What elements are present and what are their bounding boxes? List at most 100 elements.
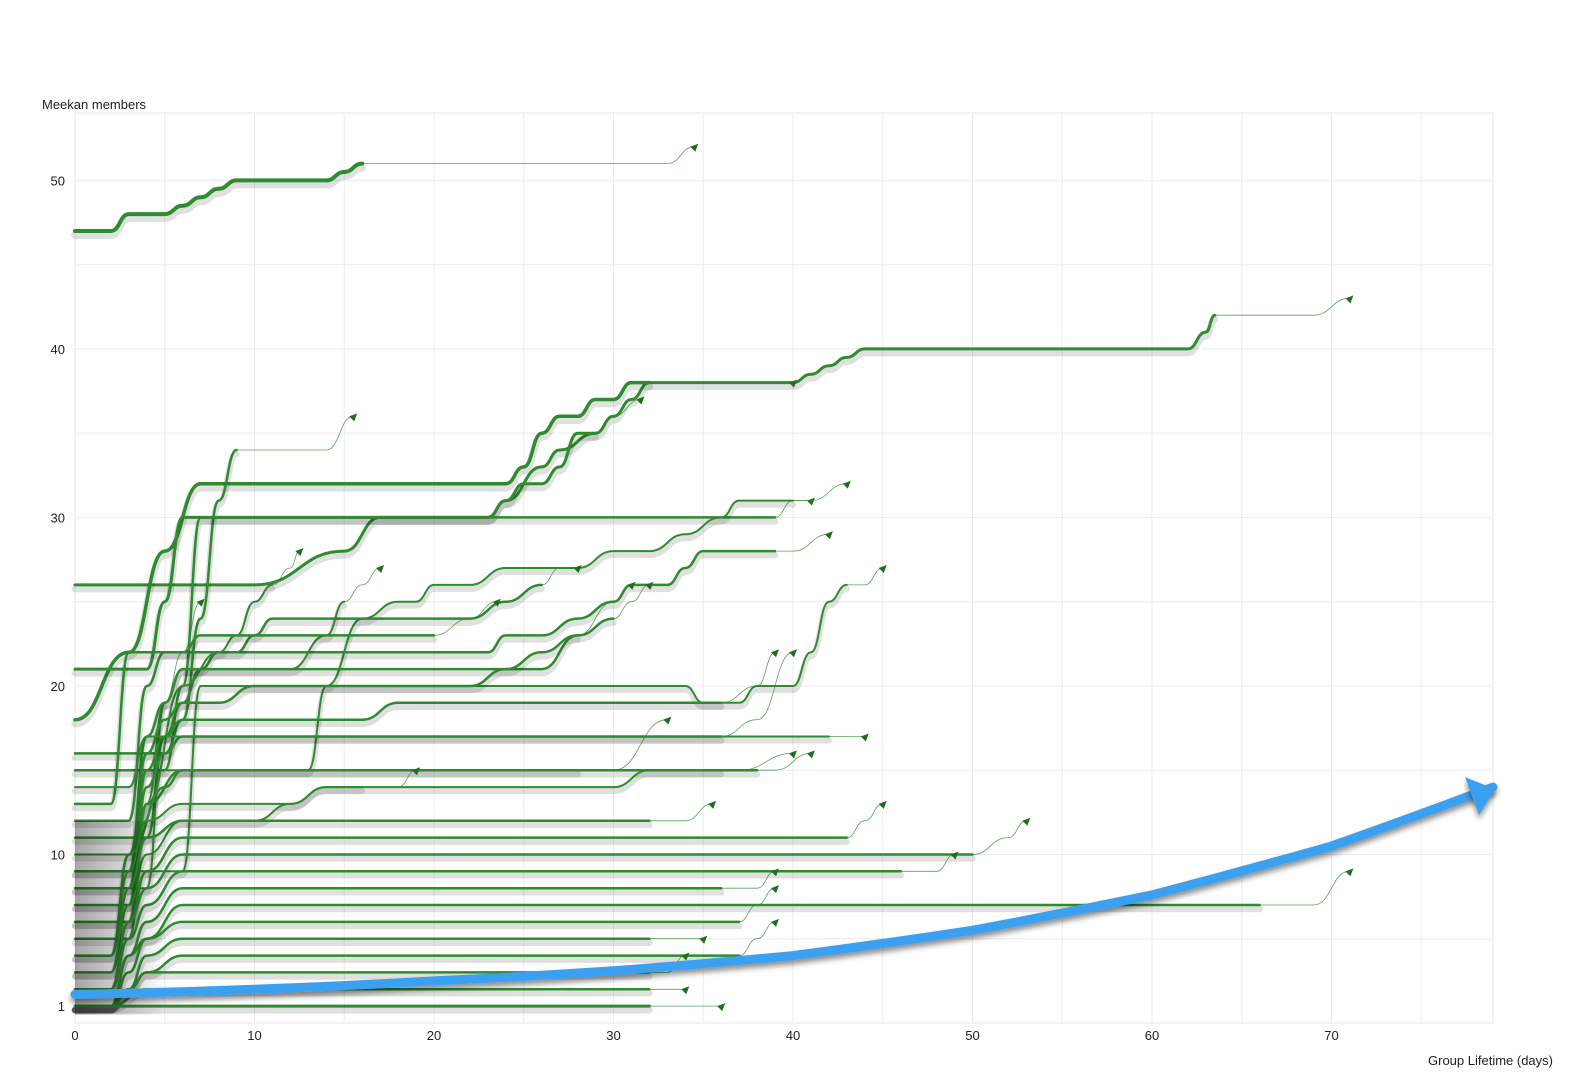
series-end-marker <box>950 851 959 860</box>
series-tail <box>793 483 847 501</box>
x-tick-label: 30 <box>606 1028 620 1043</box>
series-tail <box>272 550 300 586</box>
series-end-marker <box>196 598 205 607</box>
series-tail <box>900 854 955 872</box>
series-tail <box>577 719 668 771</box>
series-shadow <box>72 501 796 862</box>
y-axis-title: Meekan members <box>42 97 147 112</box>
series-end-marker <box>376 565 385 573</box>
series-end-marker <box>690 143 699 152</box>
series-tail <box>739 921 776 956</box>
series-end-marker <box>842 480 851 489</box>
series-shadow <box>71 315 1219 593</box>
series-end-marker <box>806 750 815 759</box>
x-tick-label: 10 <box>247 1028 261 1043</box>
y-tick-label: 30 <box>51 510 65 525</box>
series-line <box>74 735 830 789</box>
series-shadow <box>71 433 599 677</box>
series-tail <box>613 584 650 619</box>
series-end-marker <box>771 885 780 894</box>
series-end-marker <box>627 581 636 590</box>
series-end-marker <box>860 733 869 742</box>
y-tick-label: 10 <box>51 847 65 862</box>
series-end-marker <box>717 1003 726 1012</box>
series-end-marker <box>878 565 887 573</box>
y-tick-label: 20 <box>51 679 65 694</box>
series-tail <box>721 651 794 737</box>
series-line <box>73 161 365 233</box>
series-tail <box>541 567 578 586</box>
series-end-marker <box>771 918 780 927</box>
series-end-marker <box>699 935 708 944</box>
series-line <box>73 583 543 839</box>
series-tail <box>739 887 776 923</box>
series-end-marker <box>681 986 690 995</box>
series-tail <box>846 803 883 838</box>
series-tail <box>577 584 632 636</box>
y-tick-label: 1 <box>58 999 65 1014</box>
series-line <box>73 634 436 806</box>
series-end-marker <box>492 598 501 607</box>
series-tail <box>757 753 811 771</box>
series-tail <box>846 567 883 586</box>
series-tail <box>362 146 695 165</box>
series-end-marker <box>1345 868 1354 877</box>
origin-shading <box>75 820 335 1015</box>
series-tail <box>1214 298 1350 316</box>
plot-frame <box>74 112 1494 1024</box>
series-shadow <box>71 450 240 761</box>
series-end-marker <box>573 565 582 573</box>
series-shadow <box>71 551 779 829</box>
series-end-marker <box>1022 817 1031 826</box>
series-line <box>73 617 615 890</box>
x-tick-label: 70 <box>1324 1028 1338 1043</box>
series-end-marker <box>349 413 358 422</box>
series-end-marker <box>878 800 887 809</box>
series-end-marker <box>663 716 672 725</box>
series-shadow <box>71 619 617 896</box>
series-tail <box>344 567 381 603</box>
series-end-marker <box>771 868 780 877</box>
series-shadow <box>72 585 850 879</box>
series-end-marker <box>645 581 654 590</box>
series-line <box>73 380 652 722</box>
series-end-marker <box>788 379 797 388</box>
series-line <box>73 701 723 907</box>
series-tail <box>1259 870 1350 906</box>
series-tail <box>595 399 641 434</box>
series-tail <box>649 955 686 973</box>
series-lines <box>71 143 1354 1015</box>
x-axis-title: Group Lifetime (days) <box>1428 1053 1553 1068</box>
x-tick-label: 0 <box>71 1028 78 1043</box>
series-shadow <box>72 737 832 795</box>
series-line <box>73 448 238 755</box>
series-line <box>73 313 1217 587</box>
x-tick-label: 40 <box>786 1028 800 1043</box>
series-end-marker <box>788 649 797 658</box>
trend-line <box>70 782 1498 999</box>
series-tail <box>972 820 1027 855</box>
series-tail <box>236 415 354 451</box>
series-tail <box>721 651 776 704</box>
series-tail <box>362 769 417 788</box>
series-line <box>73 634 579 873</box>
series-end-marker <box>806 497 815 506</box>
y-tick-label: 50 <box>51 173 65 188</box>
series-shadow <box>71 163 367 239</box>
series-end-marker <box>1345 295 1354 304</box>
series-end-marker <box>295 548 304 557</box>
series-end-marker <box>681 952 690 961</box>
trend-arrow <box>70 777 1498 999</box>
y-tick-label: 40 <box>51 342 65 357</box>
series-end-marker <box>708 800 717 809</box>
series-line <box>73 516 777 772</box>
trend-arrowhead <box>1465 777 1495 816</box>
series-tail <box>721 753 794 771</box>
x-tick-label: 60 <box>1145 1028 1159 1043</box>
series-tail <box>649 803 713 822</box>
series-tail <box>721 870 776 889</box>
series-tail <box>775 533 829 552</box>
series-end-marker <box>771 649 780 658</box>
series-end-marker <box>636 396 645 405</box>
